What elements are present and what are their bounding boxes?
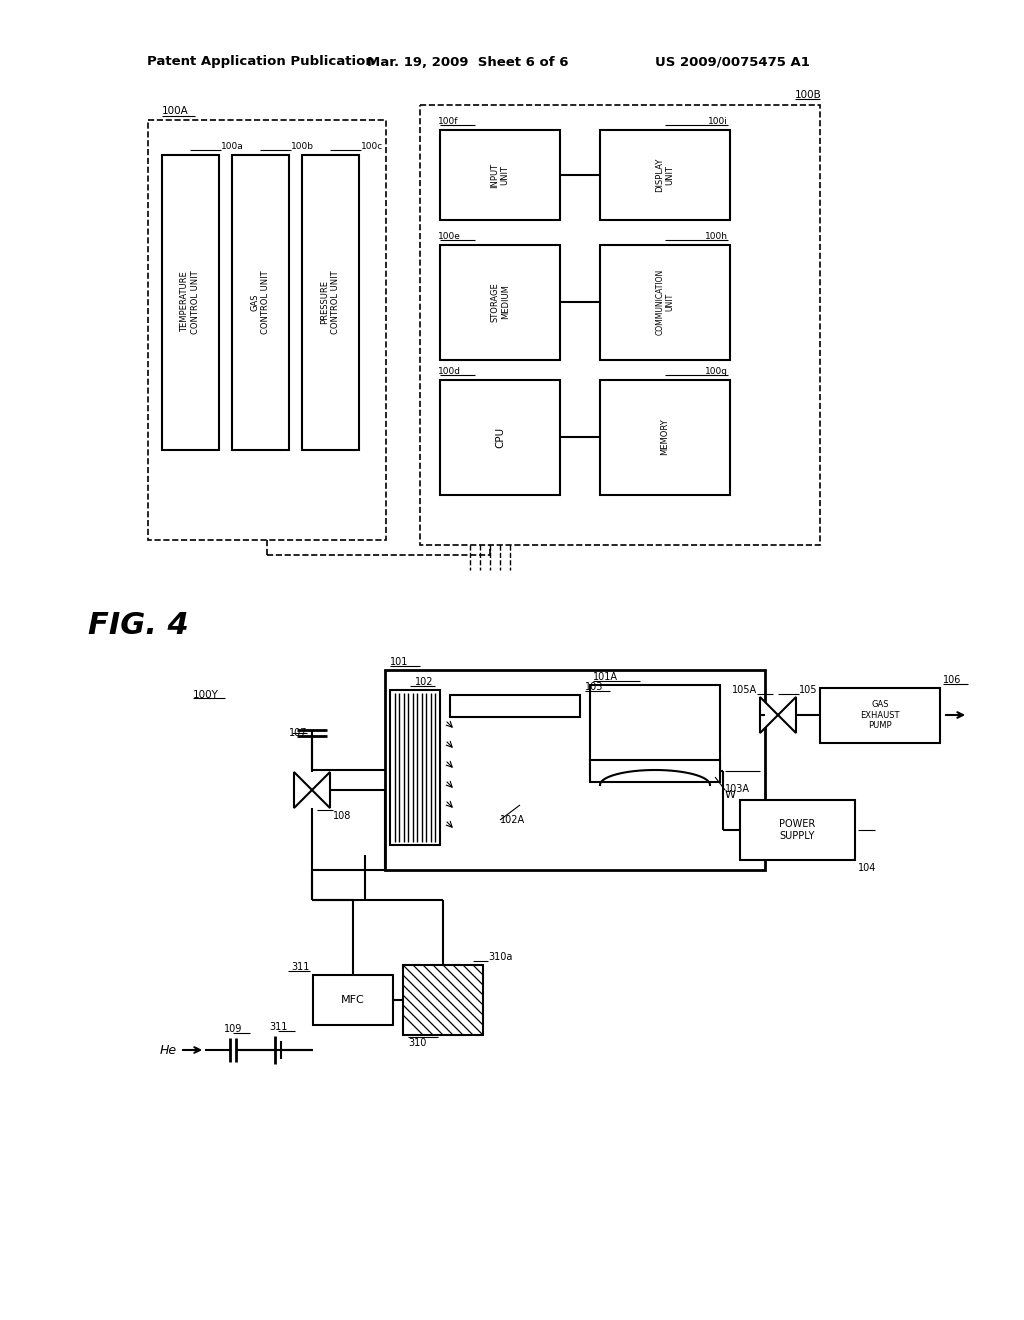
Bar <box>403 965 483 1035</box>
Text: INPUT
UNIT: INPUT UNIT <box>490 162 510 187</box>
Text: 104: 104 <box>858 863 877 873</box>
Text: 103: 103 <box>585 682 603 692</box>
Bar <box>600 129 730 220</box>
Bar <box>820 688 940 743</box>
Text: 311: 311 <box>269 1022 287 1032</box>
Bar <box>162 154 219 450</box>
Text: 100A: 100A <box>162 106 188 116</box>
Text: COMMUNICATION
UNIT: COMMUNICATION UNIT <box>655 269 675 335</box>
Bar <box>600 246 730 360</box>
Bar <box>590 760 720 781</box>
Polygon shape <box>760 697 778 733</box>
Text: MFC: MFC <box>341 995 365 1005</box>
Text: MEMORY: MEMORY <box>660 418 670 455</box>
Bar <box>420 106 820 545</box>
Text: 100g: 100g <box>705 367 728 376</box>
Bar <box>590 685 720 775</box>
Text: DISPLAY
UNIT: DISPLAY UNIT <box>655 158 675 193</box>
Text: 105: 105 <box>799 685 817 696</box>
Text: FIG. 4: FIG. 4 <box>88 610 188 639</box>
Text: 108: 108 <box>333 810 351 821</box>
Text: 100e: 100e <box>438 232 461 242</box>
Text: Mar. 19, 2009  Sheet 6 of 6: Mar. 19, 2009 Sheet 6 of 6 <box>367 55 568 69</box>
Text: PRESSURE
CONTROL UNIT: PRESSURE CONTROL UNIT <box>321 271 340 334</box>
Bar <box>232 154 289 450</box>
Text: GAS
EXHAUST
PUMP: GAS EXHAUST PUMP <box>860 700 900 730</box>
Text: 100i: 100i <box>709 117 728 125</box>
Bar <box>385 671 765 870</box>
Text: He: He <box>160 1044 177 1056</box>
Bar <box>740 800 855 861</box>
Polygon shape <box>312 772 330 808</box>
Text: STORAGE
MEDIUM: STORAGE MEDIUM <box>490 282 510 322</box>
Text: 100b: 100b <box>291 143 314 150</box>
Text: CPU: CPU <box>495 426 505 447</box>
Bar <box>440 246 560 360</box>
Bar <box>148 120 386 540</box>
Text: 101: 101 <box>390 657 409 667</box>
Bar <box>440 380 560 495</box>
Text: 103A: 103A <box>725 784 750 795</box>
Text: 100Y: 100Y <box>193 690 219 700</box>
Text: GAS
CONTROL UNIT: GAS CONTROL UNIT <box>250 271 269 334</box>
Text: 100a: 100a <box>221 143 244 150</box>
Text: 101A: 101A <box>593 672 618 682</box>
Text: 109: 109 <box>224 1024 243 1034</box>
Text: 310a: 310a <box>488 952 512 962</box>
Text: 311: 311 <box>292 962 310 972</box>
Text: 102: 102 <box>415 677 433 686</box>
Text: 100c: 100c <box>361 143 383 150</box>
Text: 100f: 100f <box>438 117 459 125</box>
Polygon shape <box>294 772 312 808</box>
Bar <box>313 975 393 1026</box>
Polygon shape <box>778 697 796 733</box>
Text: TEMPERATURE
CONTROL UNIT: TEMPERATURE CONTROL UNIT <box>180 271 200 334</box>
Text: 102A: 102A <box>500 814 525 825</box>
Text: US 2009/0075475 A1: US 2009/0075475 A1 <box>655 55 810 69</box>
Text: 107: 107 <box>289 729 307 738</box>
Text: 310: 310 <box>408 1038 426 1048</box>
Text: Patent Application Publication: Patent Application Publication <box>147 55 375 69</box>
Bar <box>450 696 580 717</box>
Bar <box>440 129 560 220</box>
Text: 105A: 105A <box>732 685 757 696</box>
Text: 100d: 100d <box>438 367 461 376</box>
Text: POWER
SUPPLY: POWER SUPPLY <box>779 820 815 841</box>
Text: 106: 106 <box>943 675 962 685</box>
Text: 100B: 100B <box>795 90 821 100</box>
Text: 100h: 100h <box>705 232 728 242</box>
Text: W: W <box>725 789 736 800</box>
Bar <box>600 380 730 495</box>
Bar <box>390 690 440 845</box>
Bar <box>302 154 359 450</box>
